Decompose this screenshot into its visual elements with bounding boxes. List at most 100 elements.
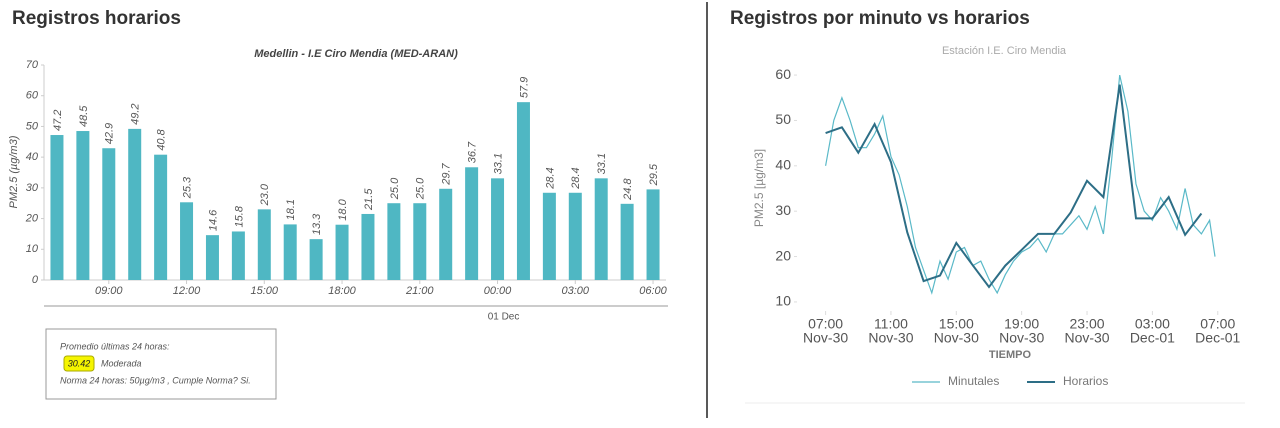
value-label: 21.5 [363, 188, 375, 211]
value-label: 18.0 [337, 198, 349, 220]
x-axis-label: TIEMPO [989, 349, 1032, 361]
y-tick-label: 60 [775, 66, 791, 82]
y-tick-label: 50 [775, 111, 791, 127]
x-tick-sublabel: Nov-30 [868, 330, 913, 346]
value-label: 49.2 [130, 103, 142, 124]
x-tick-label: 07:00 [808, 316, 843, 332]
x-tick-label: 23:00 [1070, 316, 1105, 332]
x-tick-label: 09:00 [95, 285, 123, 297]
y-tick-label: 30 [26, 182, 39, 194]
x-tick-label: 03:00 [562, 285, 590, 297]
bar [231, 231, 245, 280]
value-label: 29.7 [441, 162, 453, 185]
value-label: 14.6 [207, 209, 219, 231]
x-tick-label: 18:00 [328, 285, 356, 297]
bar [646, 189, 660, 280]
x-tick-label: 15:00 [251, 285, 279, 297]
x-tick-label: 12:00 [173, 285, 201, 297]
x-tick-label: 00:00 [484, 285, 512, 297]
value-label: 25.3 [181, 176, 193, 199]
bar [154, 154, 168, 280]
y-tick-label: 20 [775, 247, 791, 263]
value-label: 29.5 [648, 163, 660, 186]
summary-norm: Norma 24 horas: 50µg/m3 , Cumple Norma? … [60, 375, 251, 385]
series-line [825, 84, 1203, 289]
y-tick-label: 10 [26, 243, 39, 255]
chart-title: Medellin - I.E Ciro Mendia (MED-ARAN) [254, 48, 458, 60]
bar [594, 178, 608, 280]
summary-badge [63, 355, 95, 372]
y-tick-label: 50 [26, 120, 39, 132]
bar [465, 167, 479, 280]
bar [387, 203, 401, 280]
value-label: 25.0 [389, 177, 401, 200]
bar [439, 188, 453, 280]
bar [361, 213, 375, 280]
summary-category: Moderada [101, 358, 142, 368]
legend-label: Horarios [1063, 374, 1108, 388]
value-label: 15.8 [233, 205, 245, 227]
bar [102, 148, 116, 280]
series-line [825, 74, 1216, 295]
bar [50, 135, 64, 280]
value-label: 36.7 [467, 141, 479, 163]
value-label: 42.9 [104, 123, 116, 144]
x-tick-sublabel: Dec-01 [1130, 330, 1175, 346]
y-axis-label: PM2.5 [µg/m3] [752, 149, 766, 227]
y-tick-label: 20 [25, 212, 39, 224]
y-tick-label: 40 [26, 151, 39, 163]
bar [413, 203, 427, 280]
x-sublabel: 01 Dec [488, 312, 520, 323]
value-label: 40.8 [156, 128, 168, 150]
value-label: 28.4 [570, 167, 582, 189]
value-label: 25.0 [415, 177, 427, 200]
x-tick-sublabel: Nov-30 [1064, 330, 1109, 346]
x-tick-sublabel: Nov-30 [999, 330, 1044, 346]
x-tick-label: 03:00 [1135, 316, 1170, 332]
x-tick-label: 11:00 [874, 316, 908, 332]
value-label: 48.5 [78, 105, 90, 127]
x-tick-label: 07:00 [1200, 316, 1235, 332]
y-axis-label: PM2.5 (µg/m3) [8, 135, 20, 208]
bar [568, 192, 582, 280]
value-label: 13.3 [311, 213, 323, 235]
y-tick-label: 30 [775, 202, 791, 218]
x-tick-sublabel: Nov-30 [803, 330, 848, 346]
summary-label: Promedio últimas 24 horas: [60, 341, 170, 351]
bar [257, 209, 271, 280]
bar [180, 202, 194, 280]
value-label: 33.1 [596, 153, 608, 174]
x-tick-sublabel: Nov-30 [934, 330, 979, 346]
bar [309, 239, 323, 280]
value-label: 57.9 [518, 77, 530, 98]
bar [128, 128, 142, 280]
section-heading: Registros por minuto vs horarios [730, 8, 1030, 29]
bar [76, 131, 90, 280]
y-tick-label: 40 [775, 157, 791, 173]
bar [283, 224, 297, 280]
value-label: 47.2 [52, 110, 64, 131]
value-label: 18.1 [285, 199, 297, 220]
legend-label: Minutales [948, 374, 999, 388]
x-tick-label: 15:00 [939, 316, 974, 332]
value-label: 33.1 [492, 153, 504, 174]
value-label: 23.0 [259, 183, 271, 206]
bar [516, 102, 530, 281]
x-tick-sublabel: Dec-01 [1195, 330, 1240, 346]
section-heading: Registros horarios [12, 8, 181, 29]
value-label: 28.4 [544, 167, 556, 189]
x-tick-label: 19:00 [1004, 316, 1039, 332]
bar [205, 235, 219, 280]
bar [335, 224, 349, 280]
y-tick-label: 70 [26, 59, 39, 71]
bar [491, 178, 505, 280]
x-tick-label: 21:00 [405, 285, 434, 297]
y-tick-label: 0 [32, 274, 39, 286]
y-tick-label: 60 [26, 90, 39, 102]
chart-title: Estación I.E. Ciro Mendia [942, 45, 1067, 57]
bar [542, 192, 556, 280]
value-label: 24.8 [622, 178, 634, 201]
bar [620, 203, 634, 280]
summary-value: 30.42 [68, 358, 91, 368]
